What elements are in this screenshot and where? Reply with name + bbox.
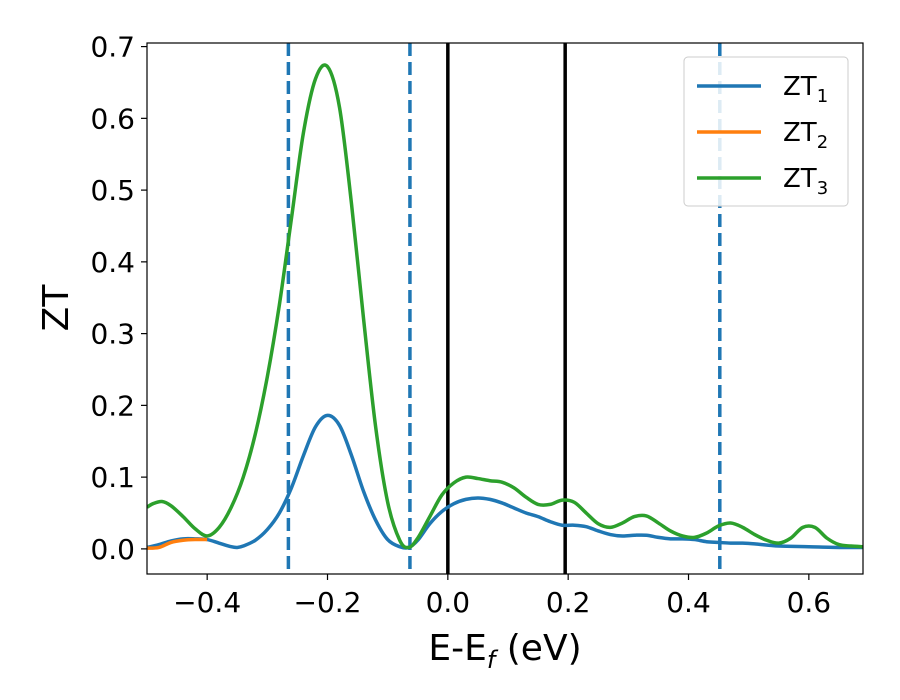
x-axis-label: E-Ef (eV) xyxy=(428,628,581,674)
x-axis-label-main: E-E xyxy=(428,628,486,669)
legend-label-zt3: ZT3 xyxy=(783,164,828,199)
y-tick-label: 0.3 xyxy=(90,318,135,351)
x-tick-label: 0.0 xyxy=(426,586,471,619)
x-tick-label: −0.4 xyxy=(173,586,241,619)
series-line-zt2 xyxy=(147,537,208,550)
legend: ZT1 ZT2 ZT3 xyxy=(683,56,849,207)
y-tick-label: 0.1 xyxy=(90,461,135,494)
y-tick-label: 0.4 xyxy=(90,246,135,279)
legend-label-zt2: ZT2 xyxy=(783,118,828,153)
x-tick-label: 0.6 xyxy=(787,586,832,619)
x-tick-label: −0.2 xyxy=(294,586,362,619)
y-axis-label: ZT xyxy=(36,284,77,332)
y-tick-label: 0.6 xyxy=(90,102,135,135)
x-axis-label-unit: (eV) xyxy=(495,628,581,669)
series-line-zt3 xyxy=(147,63,863,550)
legend-box xyxy=(683,56,849,207)
axis-ticks: −0.4 −0.2 0.0 0.2 0.4 0.6 0.0 0.1 0.2 0.3 0.4 0.5 0.… xyxy=(90,31,831,619)
y-tick-label: 0.0 xyxy=(90,533,135,566)
y-tick-label: 0.5 xyxy=(90,174,135,207)
legend-label-zt1: ZT1 xyxy=(783,72,828,107)
y-tick-label: 0.2 xyxy=(90,389,135,422)
x-tick-label: 0.4 xyxy=(666,586,711,619)
plot-area xyxy=(147,43,863,574)
x-tick-label: 0.2 xyxy=(546,586,591,619)
y-tick-label: 0.7 xyxy=(90,31,135,64)
axes-frame xyxy=(146,42,864,575)
